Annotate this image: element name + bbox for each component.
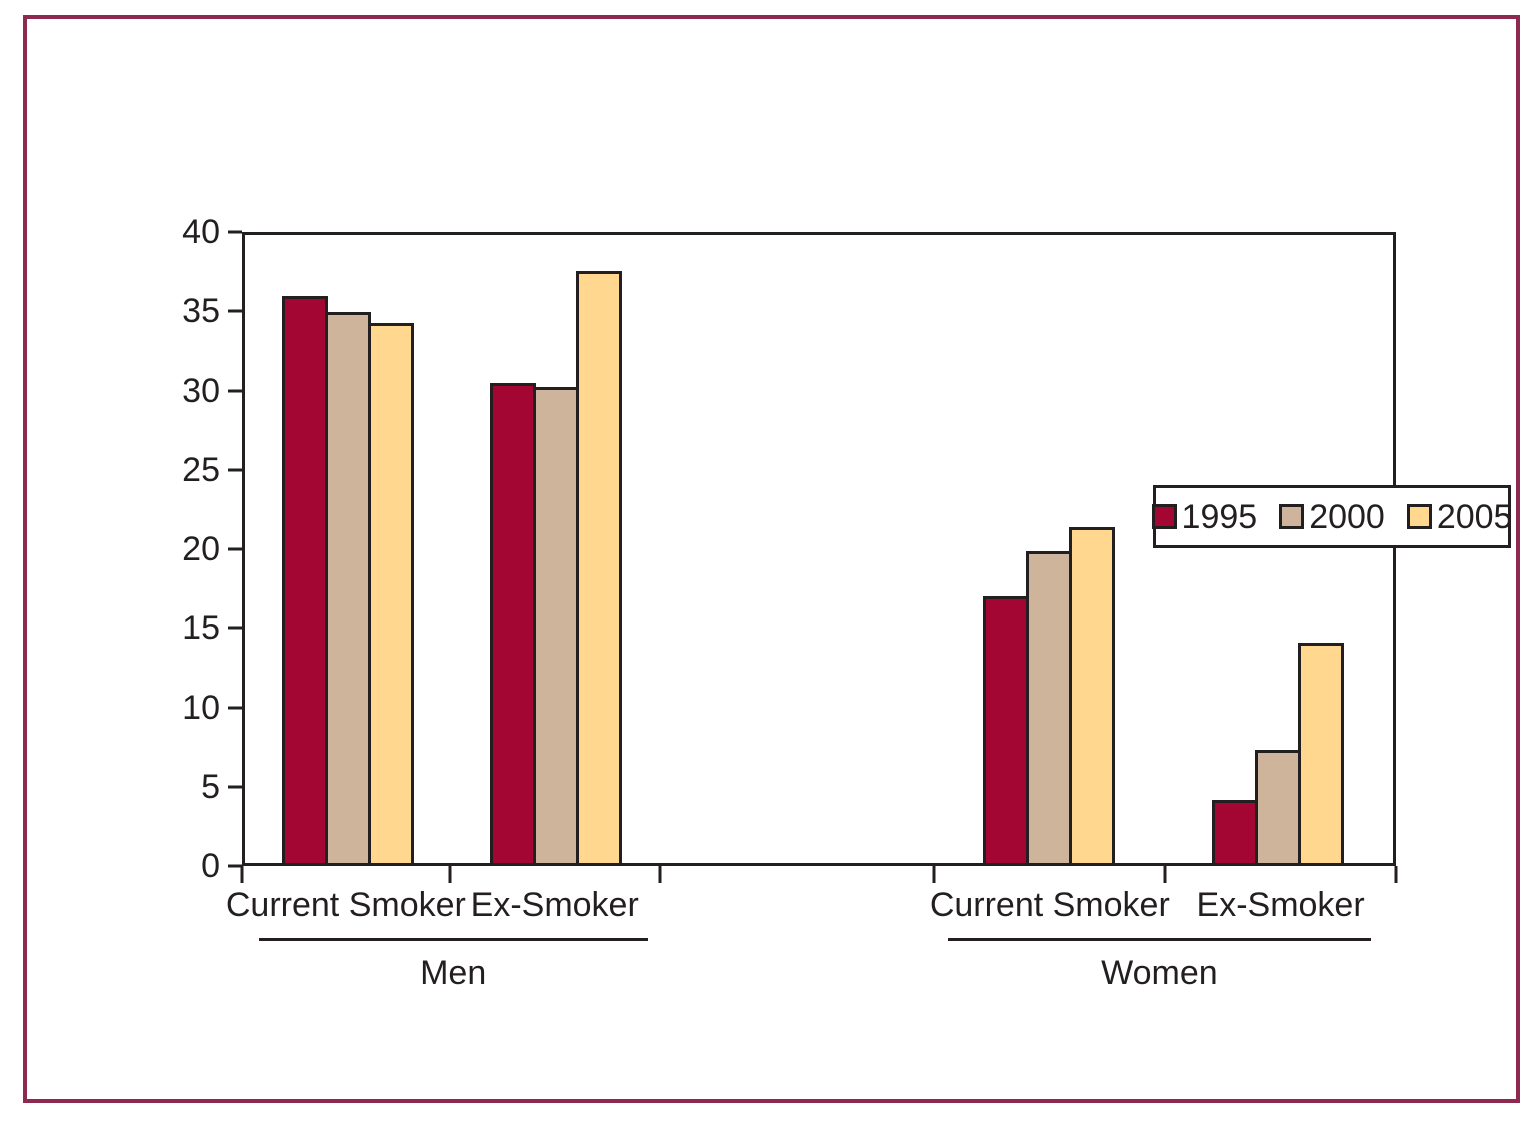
- y-tick-label-15: 15: [182, 609, 220, 648]
- bar-men-current-smoker-2005: [368, 322, 415, 863]
- x-tick-mark: [240, 866, 244, 883]
- bar-men-ex-smoker-1995: [490, 382, 537, 863]
- y-tick-mark: [228, 468, 242, 472]
- y-tick-label-5: 5: [201, 767, 220, 806]
- y-tick-mark: [228, 547, 242, 551]
- bar-group-men-current-smoker: [245, 235, 452, 863]
- bar-men-ex-smoker-2005: [576, 271, 623, 863]
- y-tick-mark: [228, 706, 242, 709]
- section-label-men: Men: [420, 954, 487, 992]
- section-underline-women: [948, 938, 1371, 941]
- x-tick-mark: [1163, 866, 1167, 883]
- bar-women-ex-smoker-2005: [1298, 643, 1345, 863]
- bar-men-current-smoker-1995: [282, 296, 329, 863]
- category-label-men-current-smoker: Current Smoker: [225, 886, 466, 924]
- y-tick-label-20: 20: [182, 530, 220, 568]
- y-tick-mark: [228, 785, 242, 789]
- legend-item-1995: 1995: [1151, 497, 1258, 536]
- x-tick-mark: [932, 866, 936, 883]
- bar-men-ex-smoker-2000: [533, 387, 580, 863]
- legend: 1995 2000 2005: [1151, 485, 1513, 548]
- bar-group-men-ex-smoker: [452, 235, 661, 863]
- legend-label-2005: 2005: [1436, 497, 1513, 536]
- bar-women-current-smoker-2000: [1025, 550, 1072, 863]
- y-tick-label-30: 30: [182, 371, 220, 410]
- plot-area: 1995 2000 2005: [242, 232, 1512, 866]
- page-frame: 0 5 10 15 20 25 30 35 40 1995 2000 2005 Current Sm…: [23, 15, 1520, 1103]
- bar-group-women-current-smoker: [934, 235, 1164, 863]
- y-tick-mark: [228, 864, 242, 868]
- x-tick-mark: [658, 866, 662, 883]
- legend-item-2005: 2005: [1406, 497, 1513, 536]
- legend-label-1995: 1995: [1181, 497, 1258, 536]
- x-tick-mark: [1394, 866, 1398, 883]
- category-label-men-ex-smoker: Ex-Smoker: [470, 886, 639, 924]
- y-tick-mark: [228, 389, 242, 392]
- bar-group-women-ex-smoker: [1163, 235, 1393, 863]
- section-label-women: Women: [1101, 954, 1218, 992]
- bar-men-current-smoker-2000: [325, 311, 372, 863]
- x-tick-mark: [448, 866, 452, 883]
- legend-swatch-2000: [1279, 504, 1305, 529]
- section-underline-men: [259, 938, 649, 941]
- bar-women-ex-smoker-1995: [1212, 800, 1259, 863]
- y-tick-label-35: 35: [182, 292, 220, 331]
- bar-women-ex-smoker-2000: [1255, 749, 1302, 863]
- y-tick-label-10: 10: [182, 688, 220, 727]
- y-axis: 0 5 10 15 20 25 30 35 40: [27, 215, 242, 883]
- legend-item-2000: 2000: [1279, 500, 1385, 534]
- y-tick-label-40: 40: [182, 213, 220, 251]
- y-tick-mark: [228, 626, 242, 630]
- y-tick-mark: [228, 230, 242, 234]
- y-tick-label-0: 0: [201, 847, 220, 885]
- y-tick-label-25: 25: [182, 450, 220, 489]
- bar-women-current-smoker-1995: [982, 596, 1029, 863]
- legend-swatch-1995: [1151, 504, 1177, 529]
- legend-swatch-2005: [1406, 504, 1432, 529]
- category-label-women-current-smoker: Current Smoker: [929, 886, 1170, 924]
- bar-women-current-smoker-2005: [1068, 527, 1115, 863]
- legend-label-2000: 2000: [1309, 497, 1385, 536]
- y-tick-mark: [228, 309, 242, 313]
- category-label-women-ex-smoker: Ex-Smoker: [1196, 886, 1365, 924]
